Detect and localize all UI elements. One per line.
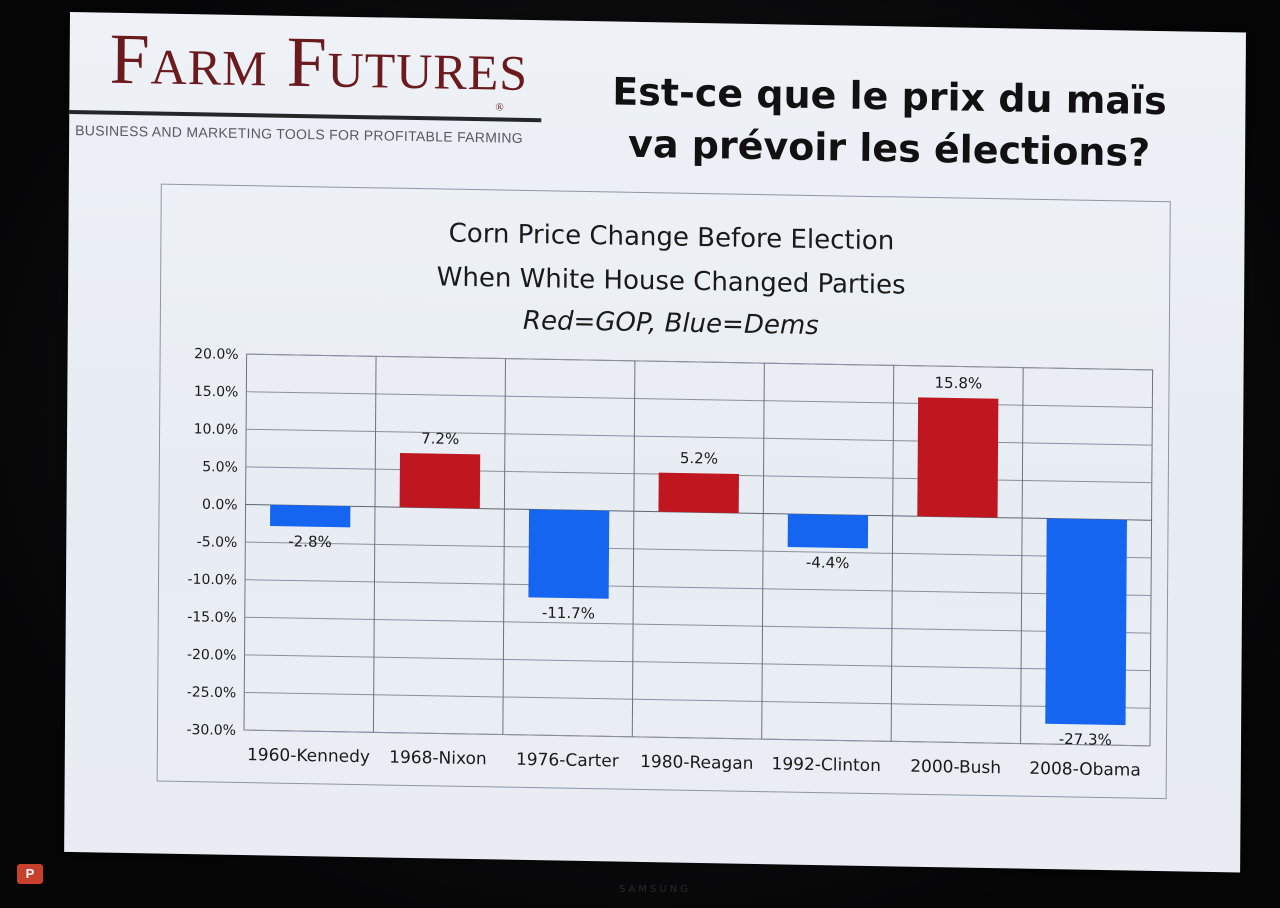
- monitor-brand: SAMSUNG: [619, 884, 691, 895]
- logo-registered-mark: ®: [495, 101, 504, 114]
- bar-2008-obama: [1045, 518, 1127, 726]
- gridline-y: [244, 691, 1151, 709]
- data-label: -4.4%: [806, 553, 850, 572]
- y-tick-label: -5.0%: [197, 534, 238, 551]
- category-label: 1980-Reagan: [640, 752, 753, 774]
- data-labels: -2.8% 7.2% -11.7% 5.2% -4.4% 15.8% -27.3%: [288, 374, 1112, 749]
- category-label: 2000-Bush: [910, 757, 1001, 779]
- chart-container: Corn Price Change Before Election When W…: [156, 183, 1171, 800]
- gridline-y: [244, 616, 1151, 634]
- data-label: 15.8%: [934, 374, 982, 393]
- category-divider: [1020, 367, 1024, 744]
- slide-heading: Est-ce que le prix du maïs va prévoir le…: [579, 65, 1200, 180]
- powerpoint-icon[interactable]: P: [17, 864, 43, 884]
- bars: [270, 397, 1127, 726]
- chart-title: Corn Price Change Before Election: [449, 219, 895, 257]
- gridline-y: [246, 428, 1153, 446]
- category-label: 1968-Nixon: [389, 748, 487, 770]
- grid: [243, 353, 1154, 747]
- gridline-y: [245, 541, 1152, 559]
- category-labels: 1960-Kennedy 1968-Nixon 1976-Carter 1980-Re…: [247, 745, 1141, 781]
- data-label: 5.2%: [680, 449, 718, 468]
- category-divider: [761, 363, 765, 740]
- data-label: -27.3%: [1059, 730, 1112, 749]
- y-tick-label: 0.0%: [202, 497, 238, 514]
- y-tick-label: -25.0%: [187, 684, 237, 701]
- gridline-y: [246, 353, 1153, 371]
- bar-1968-nixon: [399, 453, 481, 509]
- data-label: -2.8%: [288, 532, 332, 551]
- y-tick-label: -15.0%: [187, 609, 237, 626]
- gridline-y: [244, 729, 1150, 747]
- bar-2000-bush: [917, 397, 999, 518]
- bar-1980-reagan: [658, 472, 739, 514]
- y-tick-label: 15.0%: [194, 384, 239, 401]
- y-tick-label: -30.0%: [186, 722, 236, 739]
- category-label: 1992-Clinton: [772, 754, 881, 776]
- category-divider: [890, 365, 895, 742]
- gridline-y: [246, 391, 1153, 409]
- y-tick-label: 10.0%: [194, 421, 239, 438]
- slide-heading-line-2: va prévoir les élections?: [627, 121, 1151, 175]
- category-divider: [631, 360, 636, 737]
- y-tick-label: -20.0%: [187, 647, 237, 664]
- y-tick-label: -10.0%: [187, 572, 237, 589]
- bar-chart: Corn Price Change Before Election When W…: [186, 219, 1154, 781]
- logo-divider: [69, 109, 542, 123]
- gridline-y: [245, 579, 1152, 596]
- category-divider: [372, 356, 377, 733]
- category-label: 1960-Kennedy: [247, 745, 370, 767]
- data-label: -11.7%: [542, 604, 595, 623]
- y-tick-label: 20.0%: [194, 346, 239, 363]
- chart-title-line-2: When White House Changed Parties: [437, 262, 906, 300]
- bar-1992-clinton: [787, 513, 869, 549]
- data-label: 7.2%: [421, 429, 459, 448]
- logo-tagline: BUSINESS AND MARKETING TOOLS FOR PROFITA…: [75, 122, 524, 146]
- y-tick-labels: 20.0% 15.0% 10.0% 5.0% 0.0% -5.0% -10.0% -15.0%…: [186, 346, 238, 739]
- chart-subtitle: Red=GOP, Blue=Dems: [523, 306, 819, 341]
- slide: Farm Futures ® BUSINESS AND MARKETING TO…: [64, 12, 1246, 873]
- y-tick-label: 5.0%: [202, 459, 238, 476]
- category-divider: [502, 358, 506, 735]
- category-label: 1976-Carter: [516, 750, 619, 772]
- gridline-y: [244, 654, 1151, 672]
- logo-title: Farm Futures: [109, 18, 529, 106]
- bar-1960-kennedy: [270, 504, 351, 528]
- bar-1976-carter: [528, 509, 610, 599]
- category-label: 2008-Obama: [1029, 759, 1141, 781]
